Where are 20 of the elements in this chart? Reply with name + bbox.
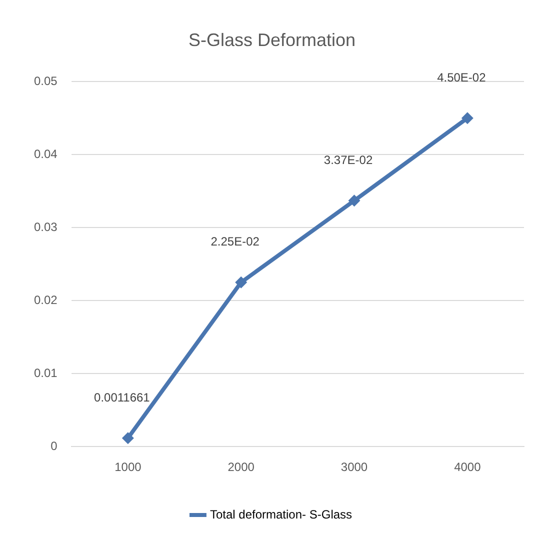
y-tick-label: 0.03 [34,220,58,234]
data-label: 3.37E-02 [324,152,373,167]
chart-title: S-Glass Deformation [188,30,356,50]
data-label: 4.50E-02 [437,70,486,84]
point [348,194,360,207]
x-tick-label: 4000 [454,460,482,474]
point [235,276,248,288]
y-tick-label: 0.02 [34,292,58,307]
legend-label: Total deformation- S-Glass [210,507,352,522]
y-tick-label: 0 [50,438,58,453]
y-tick-label: 0.05 [34,74,58,88]
x-tick-label: 3000 [340,460,368,474]
x-tick-label: 1000 [114,460,142,474]
point [122,432,134,444]
x-tick-label: 2000 [228,460,255,474]
point [461,112,474,124]
data-label: 0.0011661 [94,390,150,404]
y-tick-label: 0.01 [34,366,58,380]
data-label: 2.25E-02 [210,234,260,249]
y-tick-label: 0.04 [34,146,58,161]
